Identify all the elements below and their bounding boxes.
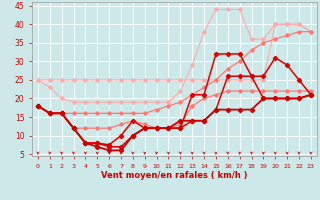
X-axis label: Vent moyen/en rafales ( km/h ): Vent moyen/en rafales ( km/h ) [101,171,248,180]
